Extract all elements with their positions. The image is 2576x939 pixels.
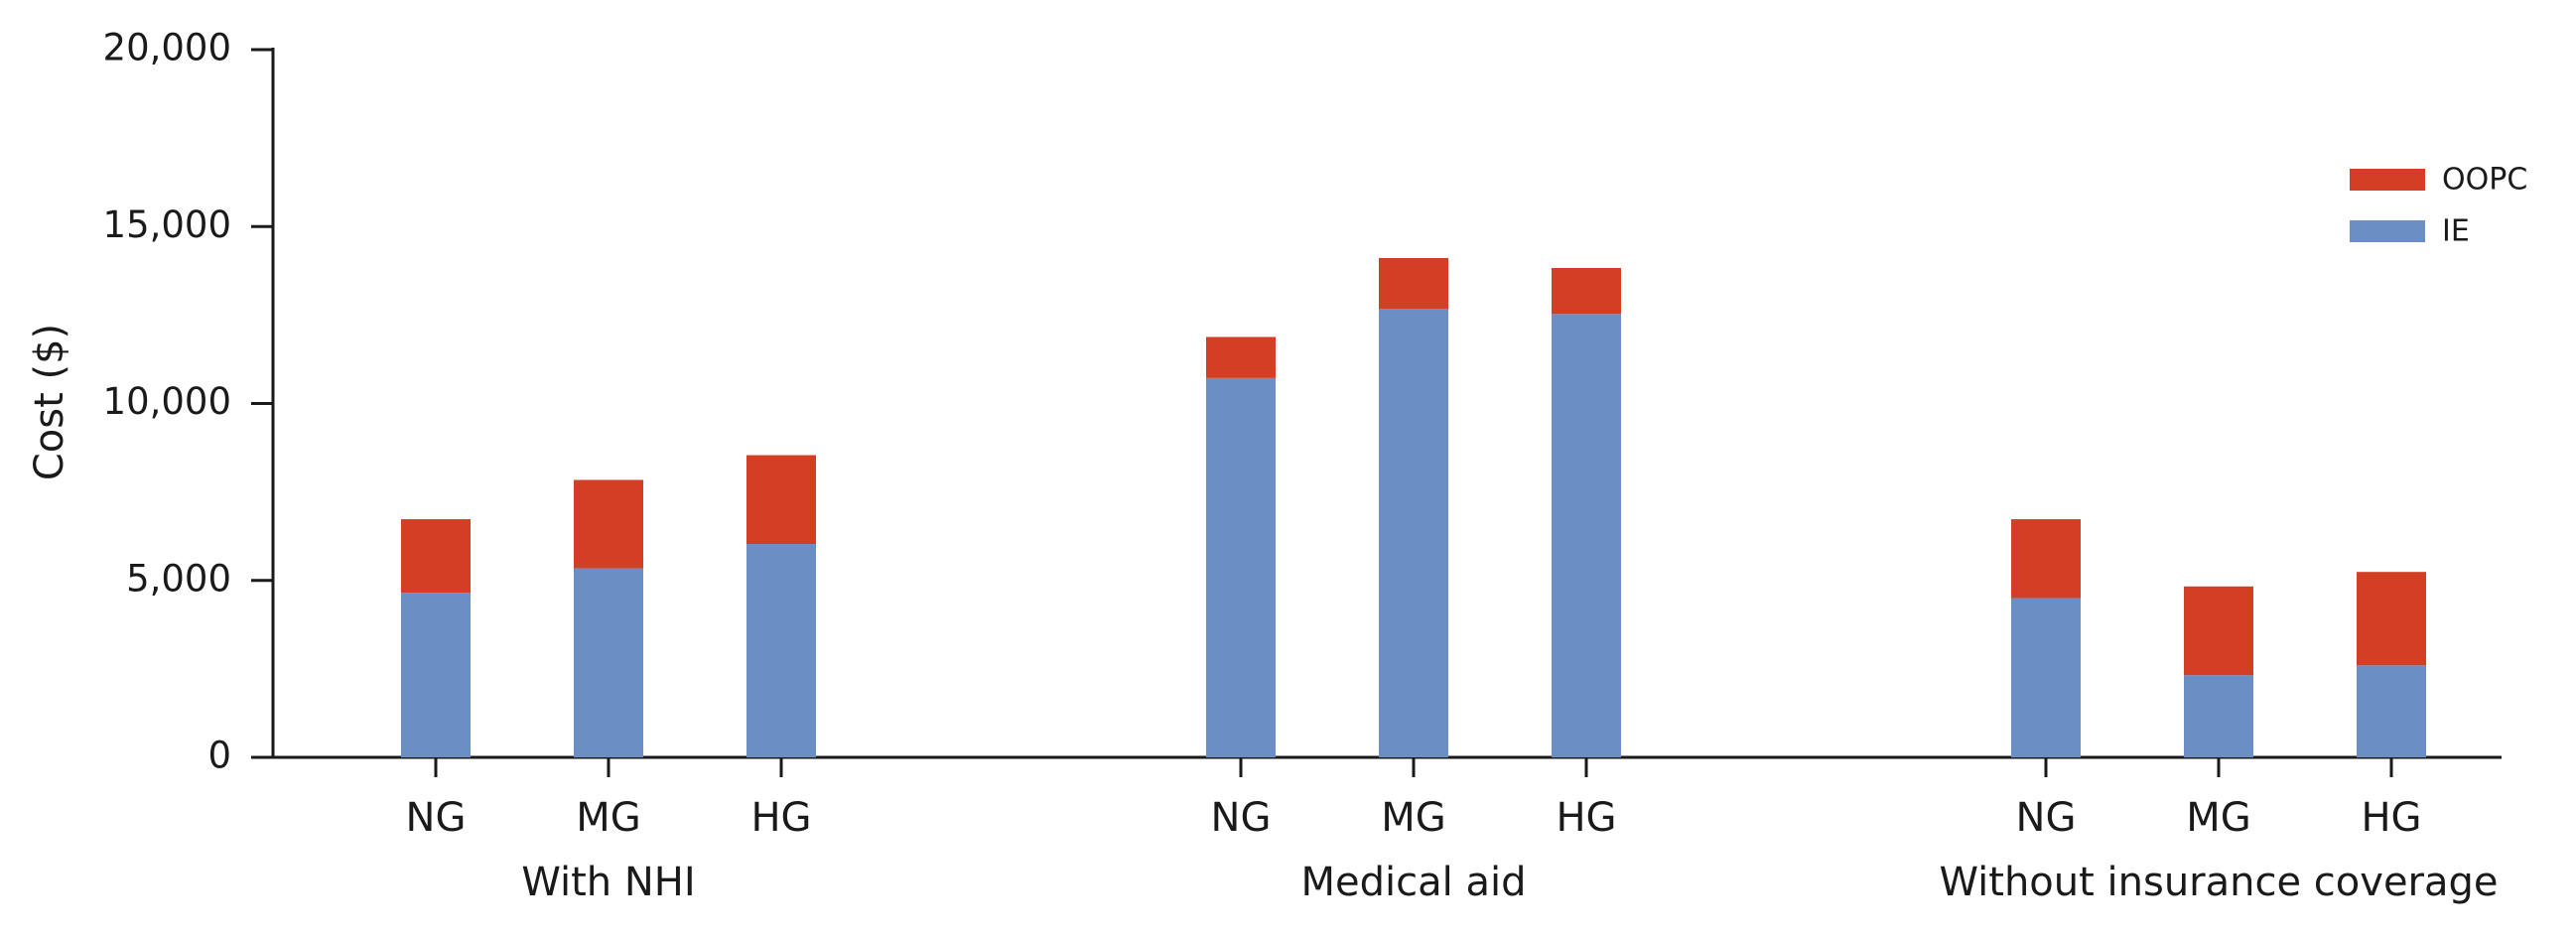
bar-segment: [401, 593, 471, 757]
x-tick-label: NG: [1211, 795, 1272, 841]
x-tick-label: MG: [1381, 795, 1446, 841]
y-tick-label: 0: [207, 735, 231, 777]
x-tick-label: MG: [2186, 795, 2251, 841]
bar-segment: [1552, 314, 1621, 757]
bar-segment: [1206, 377, 1276, 757]
x-tick-label: NG: [2016, 795, 2077, 841]
bar-segment: [574, 568, 643, 757]
bar-segment: [1552, 267, 1621, 315]
x-tick-label: HG: [750, 795, 811, 841]
x-tick-label: HG: [2361, 795, 2421, 841]
x-tick-label: NG: [406, 795, 467, 841]
bar-segment: [574, 479, 643, 569]
y-tick-label: 10,000: [103, 380, 231, 423]
group-label: Without insurance coverage: [1939, 860, 2498, 905]
bar-segment: [2011, 519, 2081, 599]
y-tick-label: 5,000: [126, 557, 231, 600]
bar-segment: [1379, 257, 1448, 310]
x-tick-label: MG: [576, 795, 641, 841]
bar-segment: [2357, 572, 2426, 666]
bar-segment: [1206, 336, 1276, 378]
legend-label: IE: [2442, 214, 2470, 249]
bar-segment: [746, 544, 816, 757]
group-label: Medical aid: [1301, 860, 1527, 905]
bar-segment: [2357, 665, 2426, 757]
bar-segment: [401, 519, 471, 594]
bar-segment: [2184, 586, 2253, 676]
legend-swatch: [2350, 169, 2425, 191]
legend-swatch: [2350, 220, 2425, 242]
bar-segment: [2184, 675, 2253, 757]
group-label: With NHI: [521, 860, 695, 905]
y-axis-label: Cost ($): [27, 324, 72, 480]
x-tick-label: HG: [1556, 795, 1616, 841]
bar-segment: [746, 455, 816, 545]
y-tick-label: 20,000: [103, 27, 231, 69]
legend-label: OOPC: [2442, 163, 2527, 198]
y-tick-label: 15,000: [103, 203, 231, 246]
bar-segment: [2011, 598, 2081, 757]
bar-segment: [1379, 309, 1448, 757]
